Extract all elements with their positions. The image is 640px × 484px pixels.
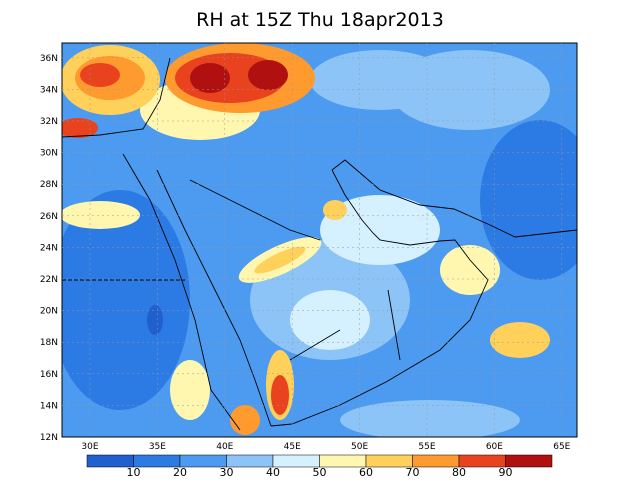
lon-label: 65E [553, 442, 570, 452]
colorbar-box [505, 454, 553, 468]
colorbar-label: 60 [359, 466, 373, 479]
colorbar-label: 80 [452, 466, 466, 479]
lon-label: 30E [81, 442, 98, 452]
lat-label: 32N [40, 117, 58, 127]
axis-labels: 12N 14N 16N 18N 20N 22N 24N 26N 28N 30N 32N 34N 36N 3… [40, 43, 577, 452]
colorbar-label: 90 [499, 466, 513, 479]
lon-label: 50E [351, 442, 368, 452]
lat-label: 18N [40, 338, 58, 348]
colorbar-label: 30 [220, 466, 234, 479]
lon-label: 55E [418, 442, 435, 452]
lon-label: 45E [284, 442, 301, 452]
lat-label: 12N [40, 433, 58, 443]
lat-label: 24N [40, 243, 58, 253]
map-frame [61, 42, 578, 438]
rh-field [62, 43, 577, 437]
lat-label: 28N [40, 180, 58, 190]
colorbar: 10 20 30 40 50 60 70 80 90 [86, 454, 553, 479]
lat-label: 36N [40, 54, 58, 64]
lat-label: 20N [40, 307, 58, 317]
lat-label: 34N [40, 85, 58, 95]
colorbar-label: 70 [406, 466, 420, 479]
lon-label: 60E [486, 442, 503, 452]
lat-label: 14N [40, 401, 58, 411]
coastlines [62, 57, 577, 431]
lat-label: 16N [40, 370, 58, 380]
colorbar-label: 40 [266, 466, 280, 479]
lon-label: 40E [216, 442, 233, 452]
map-title: RH at 15Z Thu 18apr2013 [196, 9, 444, 31]
lat-label: 26N [40, 212, 58, 222]
colorbar-label: 50 [313, 466, 327, 479]
lat-label: 22N [40, 275, 58, 285]
colorbar-label: 10 [127, 466, 141, 479]
lon-label: 35E [149, 442, 166, 452]
colorbar-label: 20 [173, 466, 187, 479]
lat-label: 30N [40, 149, 58, 159]
